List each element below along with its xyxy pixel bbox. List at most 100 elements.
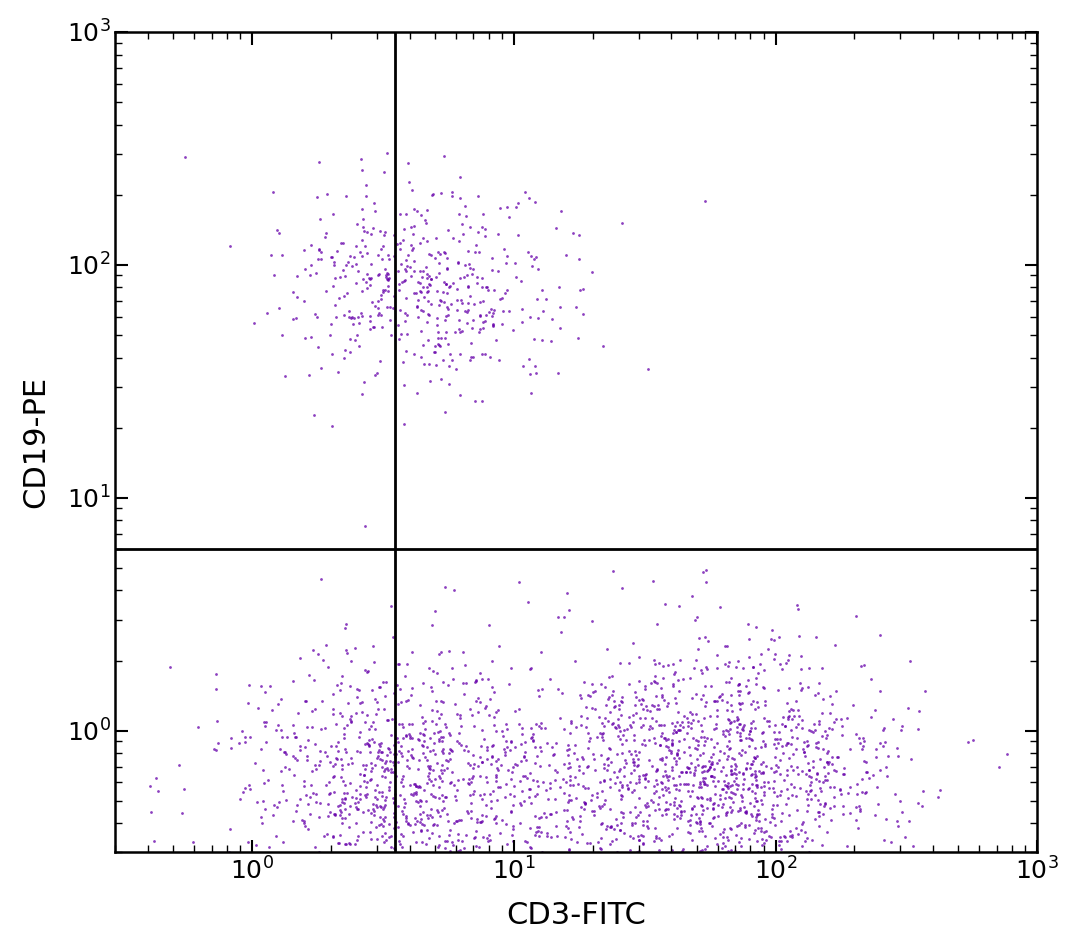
- Point: [352, 745, 369, 760]
- Point: [486, 684, 503, 699]
- Point: [761, 814, 779, 829]
- Point: [858, 754, 875, 769]
- Point: [357, 245, 375, 261]
- Point: [394, 233, 411, 248]
- Point: [351, 339, 368, 354]
- Point: [430, 790, 447, 805]
- Point: [419, 332, 436, 347]
- Point: [638, 813, 656, 828]
- Point: [471, 768, 488, 784]
- Point: [592, 676, 609, 691]
- Point: [292, 650, 309, 666]
- Point: [719, 703, 737, 718]
- Point: [664, 656, 681, 671]
- Point: [327, 739, 345, 754]
- Point: [779, 781, 796, 796]
- Point: [443, 184, 460, 200]
- Point: [654, 658, 672, 673]
- Point: [814, 691, 832, 707]
- Point: [613, 581, 631, 596]
- Point: [686, 612, 703, 628]
- Point: [222, 730, 240, 746]
- Point: [363, 732, 380, 747]
- Point: [434, 284, 451, 300]
- Point: [386, 841, 403, 856]
- Point: [649, 698, 666, 713]
- Point: [512, 737, 529, 752]
- Point: [376, 797, 393, 812]
- Point: [430, 725, 447, 740]
- Point: [419, 284, 436, 300]
- Point: [460, 295, 477, 310]
- Point: [689, 734, 706, 749]
- Point: [640, 732, 658, 747]
- Point: [636, 771, 653, 786]
- Point: [454, 772, 471, 787]
- Point: [672, 722, 689, 737]
- Point: [286, 728, 303, 744]
- Point: [889, 740, 906, 755]
- Point: [756, 710, 773, 726]
- Point: [288, 289, 306, 304]
- Point: [369, 745, 387, 760]
- Point: [337, 642, 354, 657]
- Point: [732, 732, 750, 747]
- Point: [471, 665, 488, 680]
- Point: [367, 758, 384, 773]
- Point: [322, 754, 339, 769]
- Point: [626, 743, 644, 758]
- Point: [476, 222, 494, 237]
- Point: [477, 798, 495, 813]
- Point: [532, 645, 550, 660]
- Point: [726, 844, 743, 859]
- Point: [746, 823, 764, 838]
- Point: [474, 314, 491, 329]
- Point: [435, 295, 453, 310]
- Point: [464, 786, 482, 802]
- Point: [785, 780, 802, 795]
- Point: [360, 270, 377, 285]
- Point: [472, 814, 489, 829]
- Point: [407, 786, 424, 802]
- Point: [702, 768, 719, 784]
- Point: [287, 310, 305, 325]
- Point: [600, 801, 618, 816]
- Point: [370, 305, 388, 320]
- Point: [534, 282, 551, 298]
- Point: [754, 831, 771, 846]
- Point: [403, 243, 420, 258]
- Point: [847, 800, 864, 815]
- Point: [664, 732, 681, 747]
- Point: [237, 781, 254, 796]
- Point: [334, 810, 351, 825]
- Point: [353, 705, 370, 720]
- Point: [730, 684, 747, 699]
- Point: [826, 789, 843, 805]
- Point: [400, 247, 417, 262]
- Point: [322, 317, 339, 332]
- Point: [648, 777, 665, 792]
- Point: [363, 719, 380, 734]
- Point: [380, 741, 397, 756]
- Point: [415, 746, 432, 761]
- Point: [770, 833, 787, 848]
- Point: [659, 657, 676, 672]
- Point: [366, 722, 383, 737]
- Point: [336, 350, 353, 365]
- Point: [705, 722, 723, 737]
- Point: [316, 283, 334, 299]
- Point: [447, 813, 464, 828]
- Point: [487, 767, 504, 783]
- Point: [207, 743, 225, 758]
- Point: [343, 309, 361, 324]
- Point: [491, 201, 509, 216]
- Point: [567, 737, 584, 752]
- Point: [241, 729, 258, 745]
- Point: [545, 747, 563, 762]
- Point: [814, 741, 832, 756]
- Point: [329, 290, 347, 305]
- Point: [731, 701, 748, 716]
- Point: [733, 743, 751, 758]
- Point: [669, 821, 686, 836]
- Point: [414, 709, 431, 725]
